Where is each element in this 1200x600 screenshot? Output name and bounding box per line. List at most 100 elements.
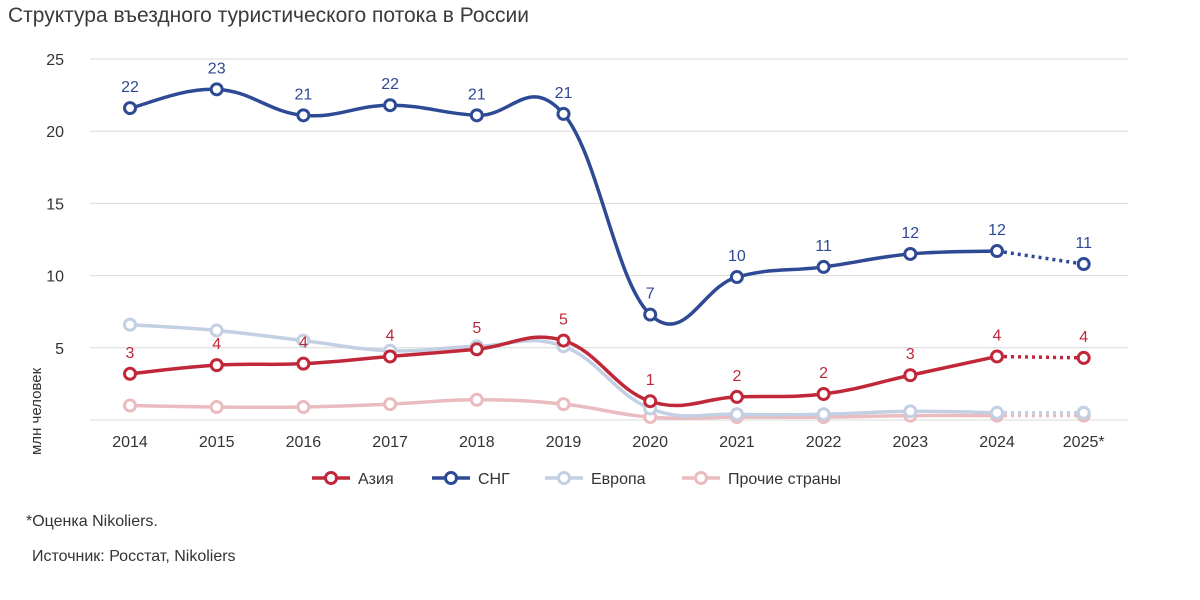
x-tick-label: 2018 [459,434,495,451]
y-tick-label: 20 [46,124,64,141]
data-point [383,98,398,113]
data-point [1076,350,1091,365]
data-label: 11 [815,238,832,255]
data-point [123,366,137,381]
x-tick-label: 2015 [199,434,235,451]
data-label: 2 [819,365,828,382]
data-point [903,246,918,261]
data-label: 10 [728,248,746,265]
data-label: 23 [208,60,226,77]
series-lines [128,87,1084,421]
x-tick-label: 2020 [632,434,668,451]
data-point [469,342,484,357]
series-estimate-line [996,354,1084,360]
legend-label: Прочие страны [728,471,841,488]
data-label: 21 [468,86,486,103]
data-point [903,404,918,419]
data-label: 21 [295,86,313,103]
data-point [123,101,137,116]
data-point [296,333,311,348]
data-label: 4 [386,327,395,344]
data-label: 12 [988,222,1006,239]
data-label: 22 [381,76,399,93]
data-label: 5 [472,320,481,337]
data-label: 2 [732,368,741,385]
data-point [556,397,571,412]
chart-title: Структура въездного туристического поток… [8,4,530,27]
data-point [209,82,224,97]
data-label: 4 [1079,329,1088,346]
data-point [123,317,137,332]
data-point [990,244,1004,259]
data-label: 21 [555,85,573,102]
x-tick-label: 2016 [286,434,322,451]
data-label: 22 [121,79,139,96]
x-tick-label: 2019 [546,434,582,451]
data-point [296,356,311,371]
data-label: 5 [559,312,568,329]
series-estimate-line [996,249,1084,266]
data-point [643,307,658,322]
y-tick-label: 15 [46,196,64,213]
legend-label: СНГ [478,471,510,488]
series-points [123,82,1091,425]
data-point [296,400,311,415]
data-label: 11 [1075,235,1092,252]
data-point [729,389,744,404]
legend-label: Азия [358,471,394,488]
data-point [990,349,1004,364]
data-point [643,394,658,409]
legend-label: Европа [591,471,646,488]
data-point [729,270,744,285]
data-label: 3 [126,345,135,362]
data-point [729,407,744,422]
y-tick-label: 25 [46,52,64,69]
data-point [383,349,398,364]
x-tick-label: 2024 [979,434,1015,451]
legend: Азия СНГ Европа Прочие страны [312,471,841,488]
x-tick-label: 2022 [806,434,842,451]
data-point [816,387,831,402]
data-point [469,392,484,407]
x-tick-label: 2025* [1063,434,1105,451]
data-point [209,323,224,338]
data-point [123,398,137,413]
x-tick-label: 2014 [112,434,148,451]
source-note: Источник: Росстат, Nikoliers [32,548,236,565]
x-tick-label: 2021 [719,434,755,451]
data-label: 7 [646,286,655,303]
data-point [556,333,571,348]
legend-marker [444,471,458,485]
data-point [209,400,224,415]
data-point [296,108,311,123]
data-label: 12 [901,225,919,242]
y-tick-label: 10 [46,269,64,286]
data-label: 3 [906,346,915,363]
data-point [556,106,571,121]
footnote: *Оценка Nikoliers. [26,513,158,530]
x-tick-label: 2023 [893,434,929,451]
data-label: 4 [993,327,1002,344]
data-point [816,407,831,422]
data-label: 4 [299,335,308,352]
y-tick-label: 5 [55,341,64,358]
data-point [209,358,224,373]
data-point [1076,257,1091,272]
data-point [1076,405,1091,420]
data-point [990,405,1004,420]
x-tick-label: 2017 [372,434,408,451]
data-label: 4 [212,336,221,353]
data-point [816,259,831,274]
y-tick-labels: 5 10 15 20 25 [46,52,64,358]
data-point [383,397,398,412]
legend-marker [324,471,338,485]
data-point [469,108,484,123]
grid [90,58,1128,421]
data-point [903,368,918,383]
legend-marker [694,471,708,485]
legend-marker [557,471,571,485]
series-line [128,87,999,326]
data-label: 1 [646,372,655,389]
